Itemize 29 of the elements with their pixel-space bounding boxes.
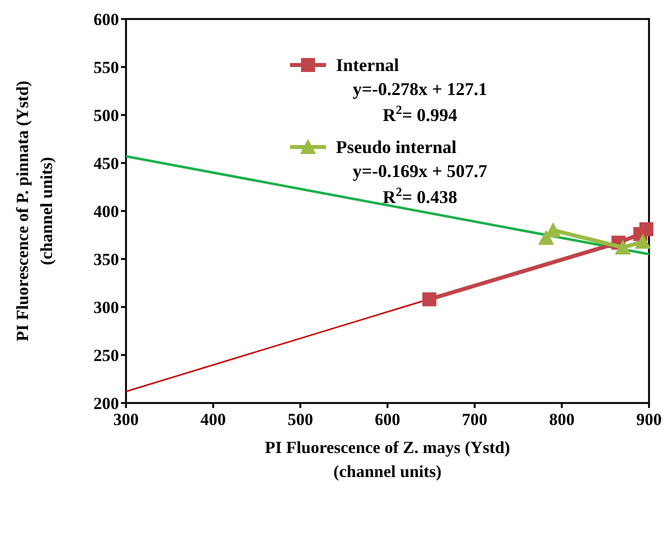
x-tick-label: 600: [374, 410, 400, 429]
point: [639, 222, 654, 236]
y-tick-label: 350: [94, 250, 119, 269]
point: [614, 239, 631, 254]
y-tick-label: 450: [94, 154, 119, 173]
annotation: y=-0.169x + 507.7: [352, 161, 488, 181]
annotation: y=-0.278x + 127.1: [352, 79, 488, 99]
point: [422, 292, 436, 306]
x-axis-title: PI Fluorescence of Z. mays (Ystd) (channel units): [264, 438, 510, 481]
point: [634, 234, 651, 249]
y-tick-label: 600: [94, 10, 119, 29]
y-tick-label: 250: [94, 346, 119, 365]
y-tick-label: 300: [94, 298, 119, 317]
y-tick-label: 550: [94, 58, 119, 77]
legend-label: Internal: [336, 55, 399, 75]
y-axis-title: PI Fluorescence of P. pinnata (Ystd) (channel units): [13, 80, 56, 342]
y-tick-label: 500: [94, 106, 119, 125]
x-tick-label: 800: [549, 410, 575, 429]
x-tick-label: 700: [462, 410, 488, 429]
y-tick-label: 400: [94, 202, 119, 221]
legend-label: Pseudo internal: [336, 137, 457, 157]
x-tick-label: 500: [288, 410, 314, 429]
x-tick-label: 300: [113, 410, 139, 429]
annotation: R$^{2}$= 0.994: [382, 103, 458, 125]
annotation: R$^{2}$= 0.438: [382, 185, 458, 207]
x-tick-label: 400: [200, 410, 226, 429]
y-tick-label: 200: [94, 394, 119, 413]
point: [538, 230, 554, 245]
x-tick-label: 900: [636, 410, 662, 429]
